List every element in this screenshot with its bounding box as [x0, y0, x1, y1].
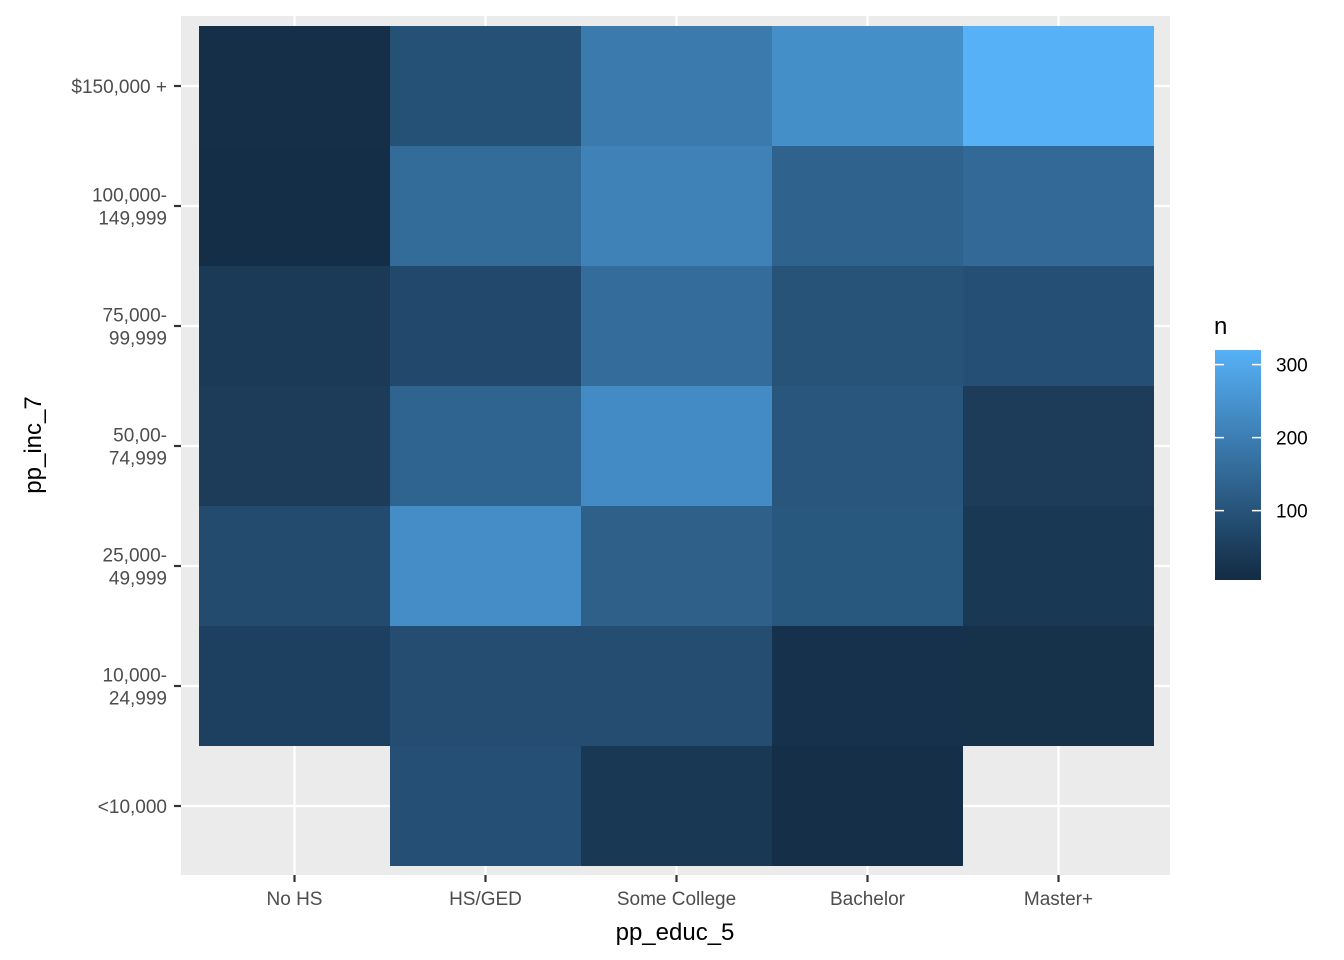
- y-tick-label: 10,000-24,999: [103, 666, 167, 710]
- heatmap-cell: [772, 386, 963, 506]
- y-tick-label: 100,000-149,999: [92, 186, 167, 230]
- heatmap-cell: [963, 266, 1154, 386]
- heatmap-cell: [199, 626, 390, 746]
- x-axis: No HS HS/GED Some College Bachelor Master+: [267, 875, 1093, 910]
- heatmap-cell: [963, 506, 1154, 626]
- legend-title: n: [1214, 313, 1227, 340]
- heatmap-cell: [390, 506, 581, 626]
- heatmap-cell: [963, 146, 1154, 266]
- x-tick-label: Master+: [1024, 889, 1093, 910]
- heatmap-cell: [772, 746, 963, 866]
- heatmap-cell: [581, 506, 772, 626]
- heatmap-cell: [581, 266, 772, 386]
- x-tick-label: Some College: [617, 889, 736, 910]
- y-axis-title: pp_inc_7: [20, 396, 47, 493]
- heatmap-cell: [772, 266, 963, 386]
- x-tick-label: No HS: [267, 889, 323, 910]
- heatmap-cell: [390, 386, 581, 506]
- legend-break-label: 100: [1276, 502, 1308, 523]
- heatmap-cell: [581, 146, 772, 266]
- legend-break-label: 200: [1276, 429, 1308, 450]
- heatmap-cell: [772, 26, 963, 146]
- x-axis-title: pp_educ_5: [616, 919, 735, 946]
- heatmap-cell: [772, 506, 963, 626]
- y-axis: <10,000 10,000-24,999 25,000-49,999 50,00-7…: [71, 77, 181, 818]
- y-tick-label: $150,000 +: [71, 77, 167, 98]
- y-tick-label: <10,000: [98, 797, 167, 818]
- heatmap-cell: [963, 386, 1154, 506]
- heatmap-cell: [199, 386, 390, 506]
- legend-colorbar: [1215, 350, 1261, 580]
- heatmap-cell: [581, 386, 772, 506]
- heatmap-cell: [199, 146, 390, 266]
- x-tick-label: Bachelor: [830, 889, 906, 910]
- y-tick-label: 75,000-99,999: [103, 306, 167, 350]
- heatmap-cell: [390, 266, 581, 386]
- heatmap-cell: [581, 626, 772, 746]
- heatmap-cell: [390, 626, 581, 746]
- heatmap-cell: [963, 26, 1154, 146]
- heatmap-cell: [390, 26, 581, 146]
- heatmap-cell: [581, 746, 772, 866]
- x-tick-label: HS/GED: [449, 889, 522, 910]
- heatmap-cell: [390, 146, 581, 266]
- heatmap-cell: [963, 626, 1154, 746]
- heatmap-cell: [390, 746, 581, 866]
- color-legend: n 100 200 300: [1214, 313, 1308, 580]
- heatmap-cell: [772, 146, 963, 266]
- heatmap-cell: [581, 26, 772, 146]
- heatmap-cell: [199, 266, 390, 386]
- heatmap-cells: [199, 26, 1154, 866]
- y-tick-label: 25,000-49,999: [103, 546, 167, 590]
- legend-break-label: 300: [1276, 356, 1308, 377]
- heatmap-cell: [199, 506, 390, 626]
- y-tick-label: 50,00-74,999: [109, 426, 167, 470]
- heatmap-cell: [199, 26, 390, 146]
- heatmap-cell: [772, 626, 963, 746]
